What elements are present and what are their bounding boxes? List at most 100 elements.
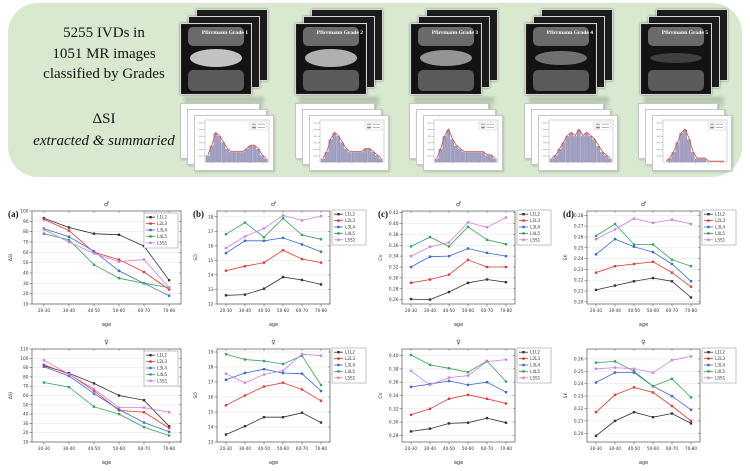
series-L2L3-line [595,261,692,288]
legend-label-L4L5: L4L5 [715,231,725,236]
mri-image: Pfirrmann Grade 3 [410,23,482,95]
series-L4L5-line [43,233,170,288]
svg-text:0.38: 0.38 [389,366,399,372]
svg-text:70: 70 [23,384,29,390]
line-chart-f: 13 14 15 16 17 18 19 20-30 30-40 40-50 50-60 60-70 7… [193,339,367,466]
series-L3L4-line [410,380,507,393]
svg-text:70-80: 70-80 [500,446,513,451]
svg-text:14: 14 [208,272,214,278]
svg-text:0.40: 0.40 [389,353,399,359]
svg-text:18: 18 [208,365,214,371]
mri-illustration: Pfirrmann Grade 4 [525,23,597,95]
svg-text:0.30: 0.30 [389,275,399,281]
mri-illustration: Pfirrmann Grade 2 [295,23,367,95]
svg-text:40-50: 40-50 [88,446,101,451]
y-axis-label: ΔSI [8,254,14,261]
y-axis-label: ΔSI [8,392,14,399]
svg-text:60: 60 [23,250,29,256]
series-L3L4-line [43,228,170,297]
mri-stack-grade-5: Pfirrmann Grade 5 [640,9,732,110]
delta-si-histogram [198,119,270,164]
svg-text:0.25: 0.25 [574,369,584,375]
svg-text:0.38: 0.38 [389,232,399,238]
x-axis-label: age [269,460,278,466]
svg-text:40-50: 40-50 [628,308,641,313]
mri-stack-grade-1: Pfirrmann Grade 1 [180,9,272,110]
legend-label-L5S1: L5S1 [530,375,541,380]
svg-text:30-40: 30-40 [609,446,622,451]
svg-text:70-80: 70-80 [685,308,698,313]
svg-text:0.28: 0.28 [389,433,399,439]
legend-label-L5S1: L5S1 [157,240,168,245]
svg-text:30: 30 [23,281,29,287]
legend-label-L2L3: L2L3 [345,218,355,223]
svg-text:20-30: 20-30 [590,308,603,313]
legend-label-L3L4: L3L4 [530,363,540,368]
svg-text:60-70: 60-70 [296,446,309,451]
svg-text:0.21: 0.21 [574,418,584,424]
svg-text:60-70: 60-70 [666,308,679,313]
legend-label-L1L2: L1L2 [530,350,540,355]
legend-label-L4L5: L4L5 [715,369,725,374]
line-chart-c: 0.26 0.28 0.30 0.32 0.34 0.36 0.38 0.40 0.42 20-3… [378,201,552,328]
svg-text:40-50: 40-50 [88,308,101,313]
line-chart-e: 10 20 30 40 50 60 70 80 90 100 110 20-30 30-40 40-50 5… [8,339,182,466]
legend-label-L3L4: L3L4 [157,228,167,233]
series-L1L2-line [43,217,170,281]
svg-text:30-40: 30-40 [609,308,622,313]
svg-text:100: 100 [20,209,28,215]
series-L4L5-line [225,217,322,240]
svg-text:0.20: 0.20 [574,431,584,437]
svg-text:40-50: 40-50 [443,308,456,313]
chart-title: ♂ [641,201,646,208]
x-axis-label: age [102,322,111,328]
chart-title: ♂ [456,201,461,208]
svg-text:100: 100 [20,356,28,362]
svg-text:40-50: 40-50 [258,308,271,313]
series-L3L4-line [595,372,692,411]
delta-si-description: ΔSI extracted & summaried [20,109,188,153]
svg-text:0.36: 0.36 [389,380,399,386]
svg-text:30-40: 30-40 [63,308,76,313]
svg-text:13: 13 [208,440,214,446]
series-L3L4-line [595,238,692,282]
svg-text:30: 30 [23,421,29,427]
series-L1L2-line [410,279,507,301]
svg-text:0.23: 0.23 [574,267,584,273]
svg-text:40: 40 [23,271,29,277]
histogram-stack-row [180,103,732,175]
mri-image: Pfirrmann Grade 1 [180,23,252,95]
mri-image: Pfirrmann Grade 2 [295,23,367,95]
legend-label-L2L3: L2L3 [530,356,540,361]
svg-text:14: 14 [208,425,214,431]
series-L5S1-line [225,214,322,249]
svg-text:0.26: 0.26 [574,356,584,362]
legend-label-L1L2: L1L2 [530,212,540,217]
series-L1L2-line [410,417,507,432]
legend-label-L5S1: L5S1 [345,237,356,242]
x-axis-label: age [269,322,278,328]
y-axis-label: SD [193,392,199,399]
svg-text:20-30: 20-30 [590,446,603,451]
legend-label-L5S1: L5S1 [530,237,541,242]
svg-text:70-80: 70-80 [315,446,328,451]
svg-text:30-40: 30-40 [424,446,437,451]
legend-label-L1L2: L1L2 [345,212,355,217]
svg-text:17: 17 [208,229,214,235]
x-axis-label: age [639,322,648,328]
svg-text:12: 12 [208,302,214,308]
svg-text:60: 60 [23,393,29,399]
legend-label-L4L5: L4L5 [530,231,540,236]
series-L5S1-line [410,217,507,257]
histogram-stack-grade-3 [409,103,503,175]
svg-text:40-50: 40-50 [258,446,271,451]
summary-banner: 5255 IVDs in 1051 MR images classified b… [8,3,742,177]
chart-cell-h: 0.20 0.21 0.22 0.23 0.24 0.25 0.26 20-30 30-40 40… [560,336,745,468]
svg-text:0.21: 0.21 [574,289,584,295]
y-axis-label: SK [563,254,569,261]
series-L1L2-line [225,412,322,435]
panel-letter: (d) [563,209,574,219]
kde-curve [207,131,267,159]
legend-label-L3L4: L3L4 [530,225,540,230]
charts-grid: 10 20 30 40 50 60 70 80 90 100 20-30 30-40 40-50 50-6… [5,198,745,468]
